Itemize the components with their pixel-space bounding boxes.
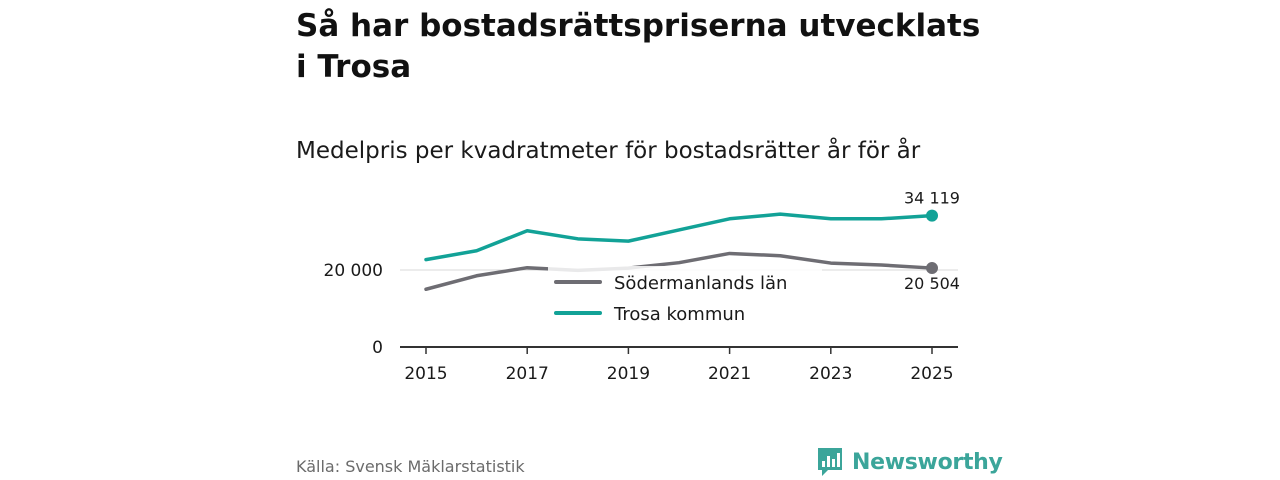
x-tick-label: 2017 [506,364,549,384]
y-tick-label: 0 [372,338,383,358]
data-label-sodermanland: 20 504 [904,274,960,293]
series-line-trosa-kommun [424,212,934,262]
series-end-point-s-dermanlands-l-n [926,262,938,275]
brand-logo[interactable]: Newsworthy [816,446,1003,478]
data-labels: 34 119 20 504 [904,189,960,293]
legend-background [548,266,822,330]
x-tick-label: 2015 [404,364,447,384]
brand-name: Newsworthy [852,449,1003,475]
x-tick-label: 2021 [708,364,751,384]
x-tick-label: 2025 [910,364,953,384]
series-layer [424,209,938,291]
x-tick-label: 2023 [809,364,852,384]
data-label-trosa: 34 119 [904,189,960,208]
chart-title: Så har bostadsrättspriserna utvecklats i… [296,8,981,85]
legend-label: Södermanlands län [614,273,787,294]
legend: Södermanlands län Trosa kommun [548,266,822,330]
newsworthy-icon [818,448,842,476]
source-note: Källa: Svensk Mäklarstatistik [296,457,525,476]
y-tick-label: 20 000 [324,261,383,281]
series-line-s-dermanlands-l-n [424,251,934,291]
series-end-point-trosa-kommun [926,209,938,222]
x-axis: 2015 2017 2019 2021 2023 2025 [400,346,958,384]
x-tick-label: 2019 [607,364,650,384]
legend-label: Trosa kommun [613,304,745,325]
chart-subtitle: Medelpris per kvadratmeter för bostadsrä… [296,138,921,164]
